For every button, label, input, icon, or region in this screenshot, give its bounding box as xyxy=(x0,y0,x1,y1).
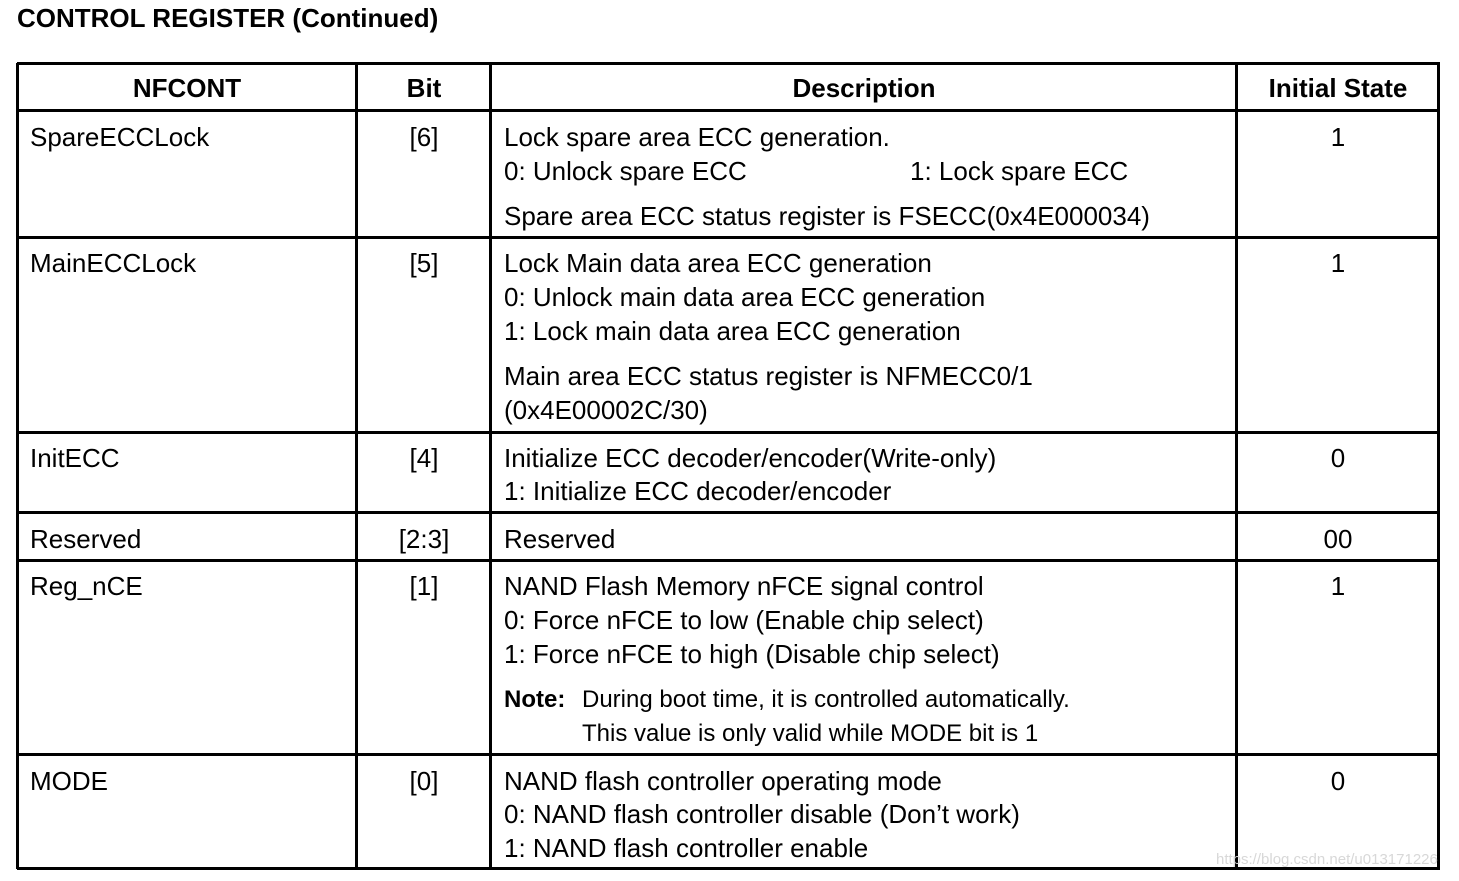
divider xyxy=(355,63,358,869)
field-name: Reg_nCE xyxy=(30,571,143,601)
field-description: NAND Flash Memory nFCE signal control xyxy=(504,571,984,601)
field-name: Reserved xyxy=(30,524,142,554)
field-name: InitECC xyxy=(30,443,120,473)
field-description: NAND flash controller operating mode xyxy=(504,766,942,796)
field-description: Lock Main data area ECC generation xyxy=(504,248,932,278)
divider xyxy=(17,559,1440,562)
field-name: MainECCLock xyxy=(30,248,197,278)
header-initial-state: Initial State xyxy=(1268,73,1408,103)
divider xyxy=(16,63,19,869)
field-bit: [4] xyxy=(409,443,439,473)
field-bit: [6] xyxy=(409,122,439,152)
divider xyxy=(1235,63,1238,869)
field-description: 1: Force nFCE to high (Disable chip sele… xyxy=(504,639,1000,669)
field-initial-state: 1 xyxy=(1330,122,1346,152)
field-description: (0x4E00002C/30) xyxy=(504,395,708,425)
field-name: SpareECCLock xyxy=(30,122,210,152)
note-text: This value is only valid while MODE bit … xyxy=(582,720,1039,747)
header-nfcont: NFCONT xyxy=(132,73,242,103)
field-description: Lock spare area ECC generation. xyxy=(504,122,890,152)
note-label: Note: xyxy=(504,686,566,713)
divider xyxy=(17,62,1440,65)
field-description: 1: Lock spare ECC xyxy=(910,156,1129,186)
divider xyxy=(17,109,1440,112)
field-description: Reserved xyxy=(504,524,616,554)
field-initial-state: 1 xyxy=(1330,571,1346,601)
field-initial-state: 0 xyxy=(1330,443,1346,473)
field-description: 0: Force nFCE to low (Enable chip select… xyxy=(504,605,984,635)
field-description: 1: Lock main data area ECC generation xyxy=(504,316,961,346)
divider xyxy=(17,511,1440,514)
field-initial-state: 0 xyxy=(1330,766,1346,796)
divider xyxy=(1437,63,1440,870)
field-description: 0: NAND flash controller disable (Don’t … xyxy=(504,799,1020,829)
field-bit: [1] xyxy=(409,571,439,601)
watermark: https://blog.csdn.net/u013171226 xyxy=(1216,851,1438,868)
field-bit: [5] xyxy=(409,248,439,278)
field-initial-state: 1 xyxy=(1330,248,1346,278)
header-description: Description xyxy=(792,73,936,103)
field-description: Initialize ECC decoder/encoder(Write-onl… xyxy=(504,443,997,473)
field-description: 1: NAND flash controller enable xyxy=(504,833,869,863)
section-title: CONTROL REGISTER (Continued) xyxy=(17,3,439,33)
field-description: 0: Unlock spare ECC xyxy=(504,156,747,186)
note-text: During boot time, it is controlled autom… xyxy=(582,686,1070,713)
field-bit: [2:3] xyxy=(398,524,450,554)
divider xyxy=(17,431,1440,434)
divider xyxy=(17,867,1440,870)
divider xyxy=(17,753,1440,756)
field-initial-state: 00 xyxy=(1323,524,1353,554)
divider xyxy=(489,63,492,869)
field-name: MODE xyxy=(30,766,108,796)
field-description: 0: Unlock main data area ECC generation xyxy=(504,282,986,312)
divider xyxy=(17,236,1440,239)
field-description: Main area ECC status register is NFMECC0… xyxy=(504,361,1033,391)
field-bit: [0] xyxy=(409,766,439,796)
field-description: 1: Initialize ECC decoder/encoder xyxy=(504,476,892,506)
header-bit: Bit xyxy=(406,73,442,103)
field-description: Spare area ECC status register is FSECC(… xyxy=(504,201,1150,231)
